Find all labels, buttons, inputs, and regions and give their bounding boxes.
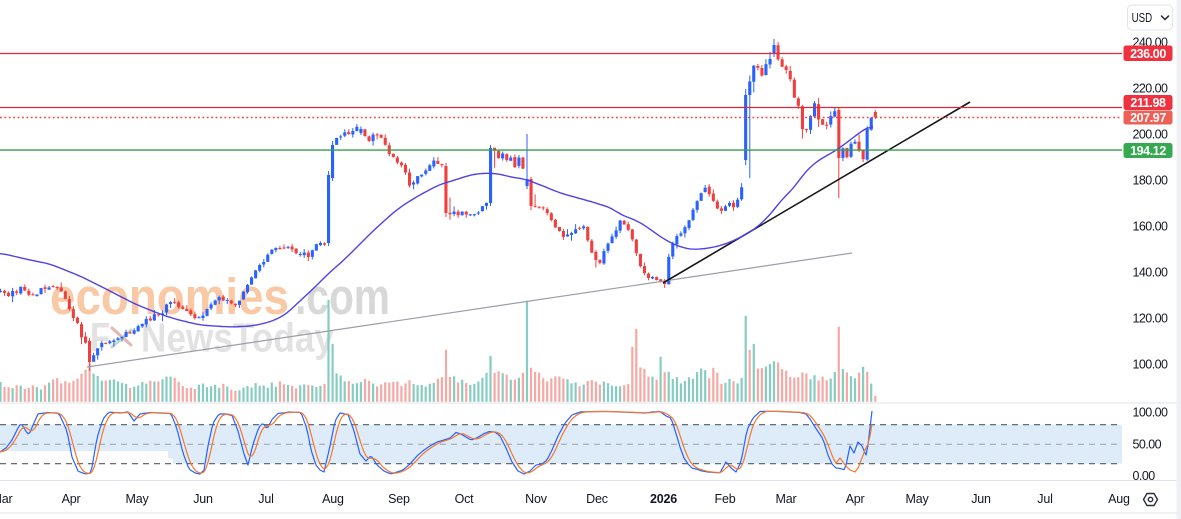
svg-text:236.00: 236.00: [1130, 47, 1166, 61]
svg-text:211.98: 211.98: [1130, 96, 1166, 110]
svg-text:200.00: 200.00: [1133, 128, 1169, 142]
svg-text:May: May: [125, 492, 149, 506]
svg-text:2026: 2026: [650, 492, 677, 506]
svg-text:NewsToday: NewsToday: [141, 315, 334, 361]
svg-text:May: May: [905, 492, 929, 506]
svg-text:180.00: 180.00: [1133, 174, 1169, 188]
svg-text:Jun: Jun: [971, 492, 991, 506]
svg-text:F: F: [90, 315, 110, 361]
svg-text:207.97: 207.97: [1130, 111, 1166, 125]
svg-text:Aug: Aug: [322, 492, 344, 506]
svg-text:.com: .com: [295, 268, 390, 325]
svg-text:160.00: 160.00: [1133, 220, 1169, 234]
svg-text:Nov: Nov: [525, 492, 548, 506]
svg-text:Mar: Mar: [776, 492, 797, 506]
svg-text:Jul: Jul: [258, 492, 273, 506]
svg-text:100.00: 100.00: [1133, 358, 1169, 372]
svg-text:economies: economies: [50, 268, 289, 325]
svg-text:Apr: Apr: [846, 492, 865, 506]
svg-text:220.00: 220.00: [1133, 82, 1169, 96]
svg-text:Feb: Feb: [715, 492, 736, 506]
svg-text:Jul: Jul: [1037, 492, 1052, 506]
svg-text:194.12: 194.12: [1130, 144, 1166, 158]
svg-text:140.00: 140.00: [1133, 266, 1169, 280]
svg-text:USD: USD: [1132, 11, 1153, 25]
svg-text:120.00: 120.00: [1133, 312, 1169, 326]
svg-text:Jun: Jun: [193, 492, 213, 506]
svg-text:Aug: Aug: [1108, 492, 1130, 506]
svg-text:Oct: Oct: [455, 492, 475, 506]
svg-text:Apr: Apr: [62, 492, 81, 506]
svg-text:0.00: 0.00: [1133, 469, 1156, 483]
svg-text:50.00: 50.00: [1133, 438, 1162, 452]
svg-text:100.00: 100.00: [1133, 406, 1169, 420]
svg-text:Sep: Sep: [388, 492, 410, 506]
svg-text:Dec: Dec: [586, 492, 608, 506]
svg-text:Mar: Mar: [0, 492, 12, 506]
